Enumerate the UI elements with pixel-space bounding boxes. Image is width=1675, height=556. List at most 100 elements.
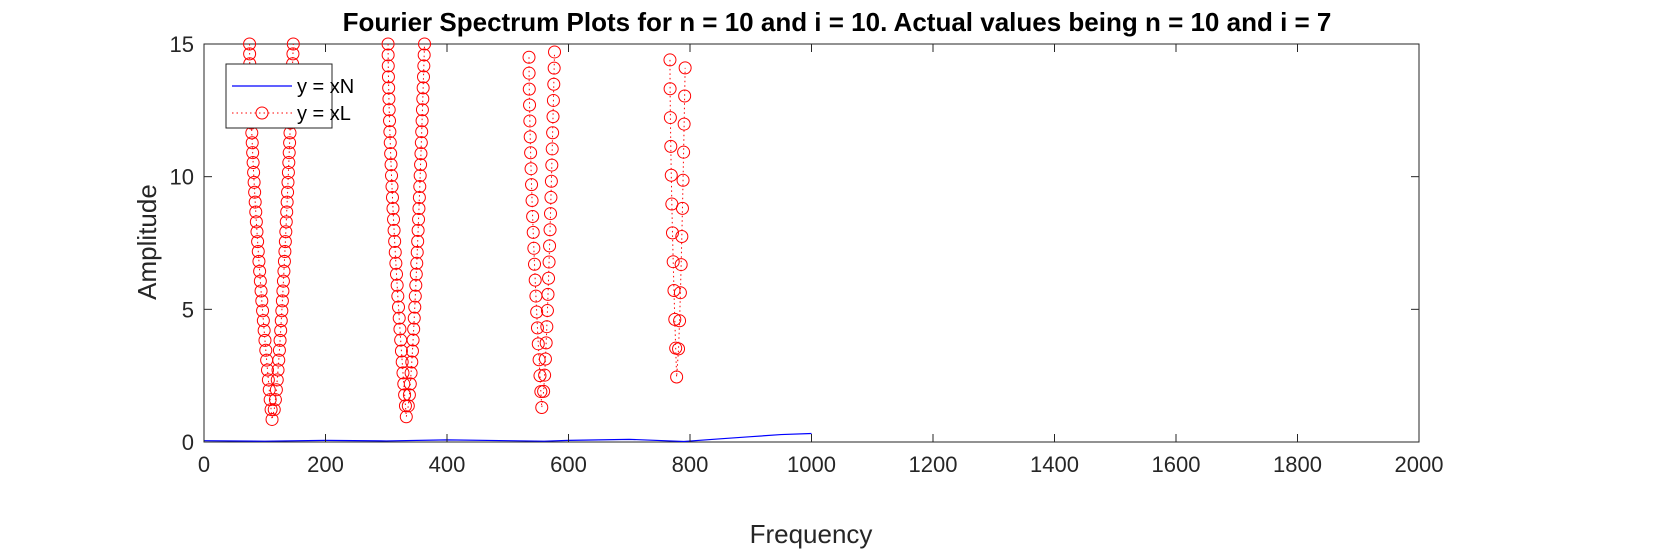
x-tick-label: 0 bbox=[198, 452, 210, 477]
series-xL-point bbox=[522, 82, 536, 96]
series-xL-point bbox=[525, 178, 539, 192]
x-tick-label: 800 bbox=[672, 452, 709, 477]
series-xL-point bbox=[403, 377, 417, 391]
series-xL-point bbox=[546, 110, 560, 124]
series-xL-point bbox=[281, 185, 295, 199]
series-xL-point bbox=[677, 145, 691, 159]
series-xL-point bbox=[531, 337, 545, 351]
series-xL-point bbox=[405, 355, 419, 369]
series-xL-point bbox=[401, 399, 415, 413]
series-xL-point bbox=[394, 344, 408, 358]
series-xL-point bbox=[385, 169, 399, 183]
series-xL-point bbox=[404, 366, 418, 380]
series-xL-point bbox=[279, 225, 293, 239]
series-xL-point bbox=[254, 284, 268, 298]
series-xL-point bbox=[390, 278, 404, 292]
series-xL-point bbox=[386, 201, 400, 215]
series-xL-point bbox=[407, 311, 421, 325]
series-xL-point bbox=[274, 314, 288, 328]
series-xL-point bbox=[267, 403, 281, 417]
series-xL-point bbox=[274, 324, 288, 338]
series-xL-point bbox=[392, 300, 406, 314]
series-xL-point bbox=[548, 45, 562, 59]
series-xL-point bbox=[409, 278, 423, 292]
series-xN-line bbox=[204, 432, 812, 442]
series-xL-point bbox=[402, 388, 416, 402]
series-xL-point bbox=[523, 98, 537, 112]
series-xL-point bbox=[246, 146, 260, 160]
series-xL-point bbox=[544, 190, 558, 204]
series-xL-point bbox=[389, 256, 403, 270]
series-xL-point bbox=[415, 103, 429, 117]
series-xL-point bbox=[390, 267, 404, 281]
series-xL-point bbox=[256, 314, 270, 328]
series-xL-point bbox=[663, 82, 677, 96]
series-xL-point bbox=[261, 373, 275, 387]
x-axis-label: Frequency bbox=[750, 519, 873, 549]
series-xL-point bbox=[414, 158, 428, 172]
series-xL-point bbox=[663, 111, 677, 125]
plot-area: 0 200 400 600 800 1000 1200 1400 1600 1800 2000 0 5 1… bbox=[170, 32, 1444, 477]
series-xL-point bbox=[676, 173, 690, 187]
series-xL-point bbox=[410, 245, 424, 259]
series-xL-point bbox=[280, 195, 294, 209]
series-xL-point bbox=[540, 304, 554, 318]
series-xL-point bbox=[666, 255, 680, 269]
series-xL-point bbox=[251, 235, 265, 249]
series-xL-point bbox=[675, 229, 689, 243]
series-xL-point bbox=[530, 321, 544, 335]
series-xL-point bbox=[415, 114, 429, 128]
series-xL-point bbox=[257, 324, 271, 338]
series-xL-point bbox=[408, 300, 422, 314]
series-xL-point bbox=[678, 89, 692, 103]
legend-box bbox=[225, 63, 333, 129]
series-xL-point bbox=[281, 175, 295, 189]
series-xL-point bbox=[530, 305, 544, 319]
series-xL-point bbox=[546, 126, 560, 140]
x-tick-label: 1400 bbox=[1030, 452, 1079, 477]
series-xL-point bbox=[406, 333, 420, 347]
series-xL-point bbox=[256, 304, 270, 318]
x-tick-label: 1600 bbox=[1152, 452, 1201, 477]
series-xL-point bbox=[409, 267, 423, 281]
series-xL-point bbox=[391, 289, 405, 303]
series-xL-point bbox=[251, 244, 265, 258]
series-xL-point bbox=[382, 103, 396, 117]
series-xL-point bbox=[544, 207, 558, 221]
series-xL-point bbox=[276, 274, 290, 288]
series-xL-point bbox=[670, 370, 684, 384]
series-xL-point bbox=[528, 273, 542, 287]
series-xL-point bbox=[247, 175, 261, 189]
y-tick-label: 0 bbox=[182, 430, 194, 455]
series-xL-point bbox=[417, 59, 431, 73]
series-xL-point bbox=[523, 114, 537, 128]
series-xL-point bbox=[524, 162, 538, 176]
x-tick-label: 2000 bbox=[1395, 452, 1444, 477]
series-xL-point bbox=[271, 363, 285, 377]
series-xL-point bbox=[526, 225, 540, 239]
series-xL-point bbox=[547, 61, 561, 75]
series-xL-point bbox=[395, 355, 409, 369]
series-xL-point bbox=[259, 343, 273, 357]
series-xL-point bbox=[253, 274, 267, 288]
series-xL-point bbox=[665, 226, 679, 240]
series-xL-point bbox=[383, 136, 397, 150]
series-xL-point bbox=[381, 70, 395, 84]
series-xL-point bbox=[667, 284, 681, 298]
series-xL-point bbox=[248, 185, 262, 199]
series-xL-point bbox=[414, 147, 428, 161]
series-xL-point bbox=[539, 336, 553, 350]
series-xL-point bbox=[255, 294, 269, 308]
series-xL-point bbox=[249, 215, 263, 229]
series-xL-point bbox=[269, 383, 283, 397]
y-tick-label: 10 bbox=[170, 165, 194, 190]
series-xL-point bbox=[280, 205, 294, 219]
series-xL-point bbox=[275, 294, 289, 308]
legend-label-xL: y = xL bbox=[297, 103, 351, 125]
series-xL-point bbox=[523, 130, 537, 144]
series-xL-point bbox=[522, 66, 536, 80]
series-xL-point bbox=[542, 255, 556, 269]
series-xL-point bbox=[399, 410, 413, 424]
series-xL-point bbox=[277, 264, 291, 278]
series-xL-point bbox=[397, 377, 411, 391]
